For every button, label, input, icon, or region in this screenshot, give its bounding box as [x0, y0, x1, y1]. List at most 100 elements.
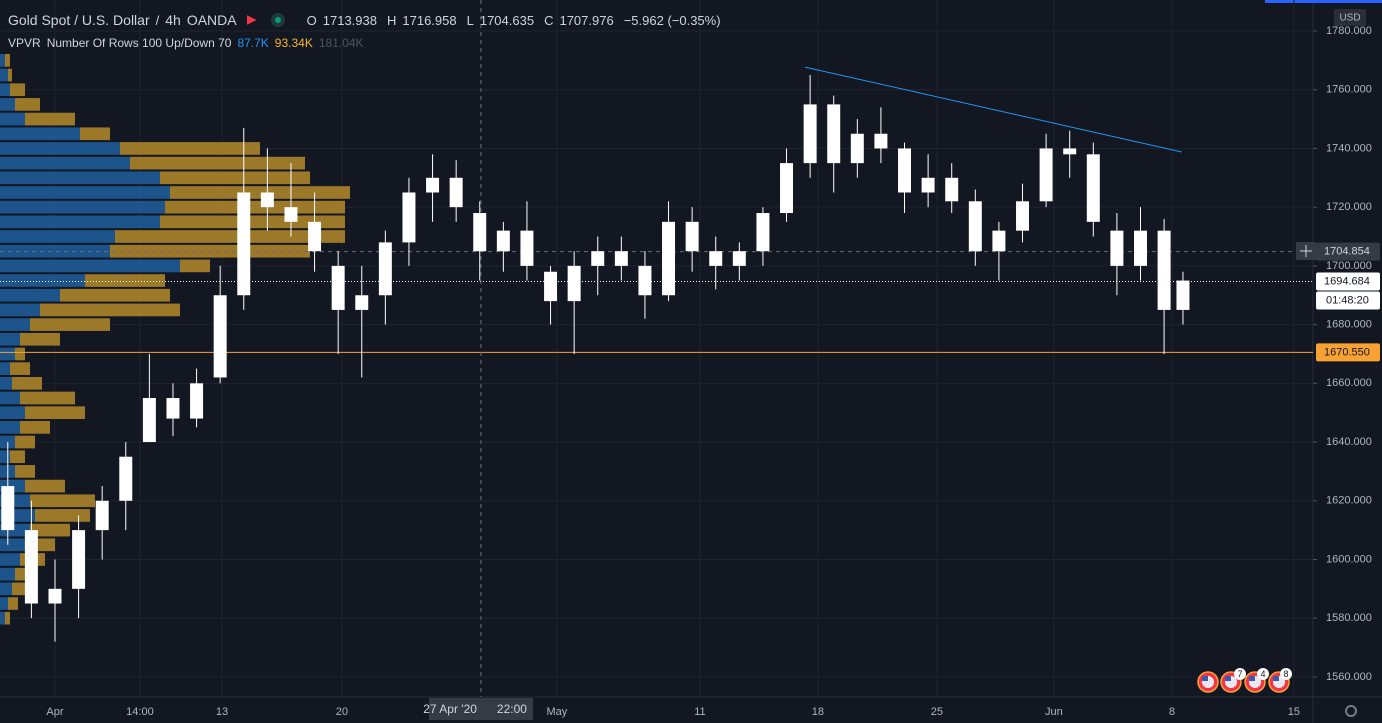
- profile-down: [30, 494, 95, 508]
- currency-box: [1334, 9, 1366, 26]
- profile-down: [10, 362, 30, 375]
- y-tick-label: 1560.000: [1326, 671, 1372, 683]
- x-tick-label: 13: [216, 706, 228, 718]
- crosshair-time: 22:00: [497, 702, 527, 716]
- last-price-label-box: [1316, 272, 1380, 291]
- profile-up: [0, 303, 40, 317]
- profile-up: [0, 332, 20, 346]
- profile-down: [170, 186, 350, 199]
- profile-up: [0, 611, 5, 625]
- candle-body: [780, 163, 794, 214]
- profile-down: [80, 127, 110, 141]
- support-label: 1670.550: [1324, 346, 1370, 358]
- y-tick-label: 1720.000: [1326, 201, 1372, 213]
- profile-up: [0, 553, 20, 566]
- down-total: 93.34K: [274, 36, 313, 50]
- candle-body: [308, 221, 322, 252]
- crosshair-price-label-box: [1316, 242, 1380, 261]
- candle-body: [1016, 201, 1029, 231]
- profile-down: [20, 421, 50, 434]
- candle-body: [945, 177, 959, 202]
- plot-area: [0, 0, 1313, 697]
- profile-down: [115, 230, 345, 243]
- profile-up: [0, 244, 110, 258]
- candle-body: [1086, 154, 1100, 222]
- candle-body: [591, 251, 605, 266]
- ohlc-value: 1716.958: [402, 12, 457, 28]
- event-badge: [1234, 668, 1246, 680]
- profile-down: [25, 112, 75, 126]
- candle-body: [567, 265, 581, 302]
- profile-up: [0, 230, 115, 243]
- x-tick-label: 8: [1169, 706, 1175, 718]
- y-tick-label: 1620.000: [1326, 495, 1372, 507]
- profile-down: [12, 376, 42, 390]
- x-tick-label: 25: [931, 706, 943, 718]
- candle-body: [284, 207, 298, 222]
- profile-down: [35, 509, 90, 522]
- event-badge: [1280, 668, 1292, 680]
- profile-up: [0, 127, 80, 141]
- x-tick-label: 18: [812, 706, 824, 718]
- profile-down: [15, 465, 35, 478]
- profile-down: [12, 582, 27, 596]
- ohlc-label: O: [306, 12, 317, 28]
- candle-body: [992, 230, 1006, 252]
- candle-body: [260, 192, 274, 208]
- candle-body: [142, 398, 156, 443]
- candle-body: [213, 295, 227, 378]
- candle-body: [402, 192, 416, 243]
- interval[interactable]: 4h: [165, 12, 181, 28]
- y-tick-label: 1780.000: [1326, 25, 1372, 37]
- profile-down: [180, 259, 210, 273]
- candle-body: [874, 133, 888, 149]
- profile-down: [10, 450, 25, 464]
- profile-up: [0, 288, 60, 302]
- settings-icon[interactable]: [1345, 705, 1357, 717]
- y-tick-label: 1600.000: [1326, 553, 1372, 565]
- profile-up: [0, 567, 15, 581]
- profile-down: [40, 303, 180, 317]
- profile-up: [0, 215, 160, 229]
- profile-down: [60, 288, 170, 302]
- profile-up: [0, 54, 5, 67]
- market-flag: [246, 15, 257, 25]
- profile-down: [15, 347, 25, 361]
- candle-body: [638, 265, 652, 296]
- y-tick-label: 1680.000: [1326, 319, 1372, 331]
- candle-body: [1157, 230, 1171, 310]
- flag-canton: [1273, 676, 1279, 681]
- price-axis: [1313, 0, 1382, 723]
- crosshair-date: 27 Apr '20: [423, 702, 477, 716]
- symbol[interactable]: Gold Spot / U.S. Dollar: [8, 12, 150, 28]
- profile-up: [0, 142, 120, 155]
- profile-down: [120, 142, 260, 155]
- candle-body: [190, 383, 204, 419]
- candle-body: [1176, 280, 1190, 310]
- y-tick-label: 1740.000: [1326, 142, 1372, 154]
- candle-body: [166, 398, 180, 419]
- candle-body: [898, 148, 912, 193]
- flag-canton: [1202, 676, 1208, 681]
- profile-down: [25, 479, 65, 493]
- candle-body: [1039, 148, 1053, 202]
- candle-body: [662, 221, 676, 296]
- profile-down: [160, 171, 310, 185]
- candle-body: [1134, 230, 1147, 266]
- candle-body: [685, 221, 699, 252]
- indicator-name[interactable]: VPVR: [8, 36, 41, 50]
- candle-body: [803, 104, 817, 164]
- ohlc-value: 1704.635: [479, 12, 535, 28]
- change: −5.962 (−0.35%): [623, 12, 721, 28]
- candle-body: [732, 251, 746, 266]
- candle-body: [331, 265, 345, 310]
- candle-body: [1063, 148, 1077, 155]
- candle-body: [378, 242, 392, 296]
- header: Gold Spot / U.S. Dollar/ 4h OANDA O 1713.…: [8, 12, 721, 28]
- broker: OANDA: [186, 12, 237, 28]
- event-count: 4: [1260, 669, 1265, 679]
- y-tick-label: 1640.000: [1326, 436, 1372, 448]
- candle-body: [72, 530, 86, 589]
- profile-up: [0, 274, 85, 287]
